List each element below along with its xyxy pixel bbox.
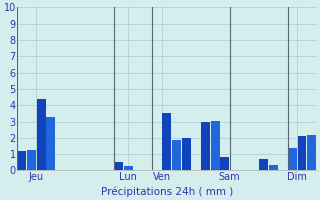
Bar — [307, 135, 316, 170]
Bar — [220, 157, 229, 170]
X-axis label: Précipitations 24h ( mm ): Précipitations 24h ( mm ) — [101, 186, 233, 197]
Bar — [37, 99, 46, 170]
Bar — [268, 165, 277, 170]
Bar — [182, 138, 191, 170]
Bar — [162, 113, 171, 170]
Bar — [46, 117, 55, 170]
Bar — [259, 159, 268, 170]
Bar — [201, 122, 210, 170]
Bar — [211, 121, 220, 170]
Bar — [124, 166, 132, 170]
Bar — [114, 162, 123, 170]
Bar — [27, 150, 36, 170]
Bar — [298, 136, 307, 170]
Bar — [172, 140, 181, 170]
Bar — [18, 151, 26, 170]
Bar — [288, 148, 297, 170]
